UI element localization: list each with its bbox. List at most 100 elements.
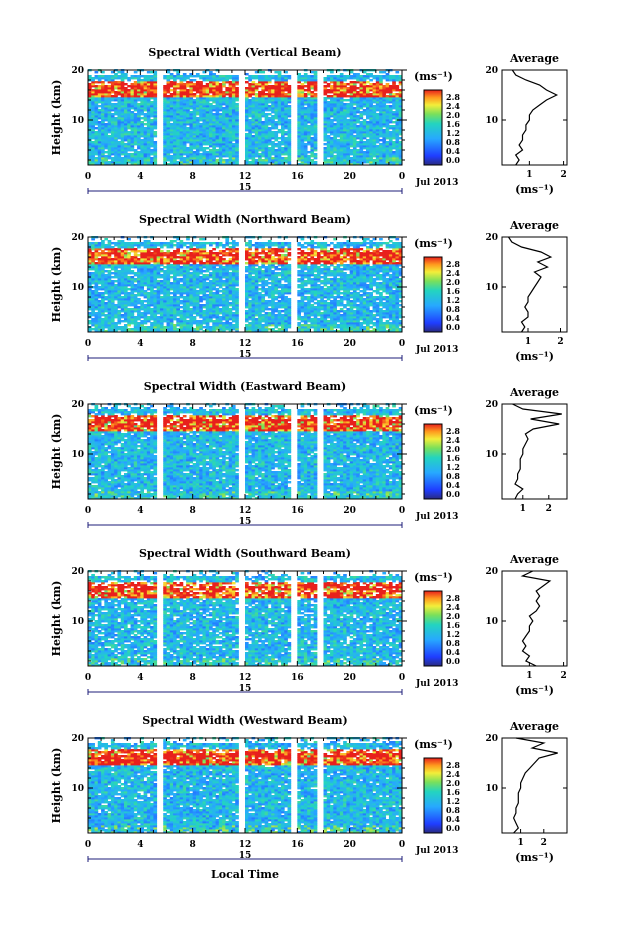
heatmap-cell <box>225 99 230 102</box>
heatmap-cell <box>287 155 292 158</box>
heatmap-cell <box>287 123 292 126</box>
heatmap-cell <box>127 238 131 241</box>
heatmap-cell <box>94 135 99 138</box>
heatmap-cell <box>205 97 210 100</box>
average-x-axis-label: (ms⁻¹) <box>515 183 554 196</box>
heatmap-cell <box>114 288 118 291</box>
heatmap-cell <box>228 89 233 92</box>
heatmap-cell <box>205 163 210 166</box>
heatmap-cell <box>173 151 177 154</box>
heatmap-cell <box>153 250 158 253</box>
heatmap-cell <box>127 133 131 136</box>
heatmap-cell <box>140 260 144 263</box>
heatmap-cell <box>91 244 95 247</box>
x-tick-label: 4 <box>137 172 143 182</box>
heatmap-cell <box>182 143 187 146</box>
heatmap-cell <box>140 151 144 154</box>
heatmap-cell <box>137 81 141 84</box>
colorbar-tick-label: 0.0 <box>446 155 460 165</box>
heatmap-cell <box>97 266 102 269</box>
heatmap-cell <box>339 155 344 158</box>
heatmap-cell <box>199 133 203 136</box>
heatmap-cell <box>228 127 233 130</box>
heatmap-cell <box>123 127 128 130</box>
heatmap-cell <box>120 133 125 136</box>
heatmap-cell <box>258 147 262 150</box>
heatmap-cell <box>382 91 387 94</box>
heatmap-cell <box>300 99 305 102</box>
heatmap-cell <box>303 143 308 146</box>
heatmap-cell <box>101 133 105 136</box>
heatmap-cell <box>362 137 367 140</box>
heatmap-cell <box>199 101 203 104</box>
heatmap-cell <box>127 147 131 150</box>
heatmap-cell <box>264 77 269 80</box>
heatmap-cell <box>356 87 360 90</box>
heatmap-cell <box>245 159 249 162</box>
heatmap-cell <box>104 248 109 251</box>
heatmap-cell <box>303 99 308 102</box>
heatmap-cell <box>218 87 223 90</box>
heatmap-cell <box>225 107 230 110</box>
heatmap-cell <box>300 89 305 92</box>
heatmap-cell <box>117 318 122 321</box>
heatmap-cell <box>205 125 210 128</box>
heatmap-cell <box>101 242 105 245</box>
heatmap-cell <box>245 141 249 144</box>
heatmap-cell <box>123 75 128 78</box>
heatmap-cell <box>156 276 161 279</box>
heatmap-cell <box>300 115 305 118</box>
heatmap-cell <box>123 143 128 146</box>
heatmap-cell <box>101 157 105 160</box>
heatmap-cell <box>254 125 259 128</box>
heatmap-cell <box>339 133 344 136</box>
heatmap-cell <box>153 290 158 293</box>
heatmap-cell <box>264 119 269 122</box>
heatmap-cell <box>395 157 400 160</box>
heatmap-cell <box>199 143 203 146</box>
heatmap-cell <box>274 97 279 100</box>
heatmap-cell <box>199 119 203 122</box>
heatmap-cell <box>146 147 151 150</box>
heatmap-cell <box>163 284 167 287</box>
heatmap-cell <box>228 119 233 122</box>
heatmap-cell <box>114 119 118 122</box>
heatmap-cell <box>140 294 144 297</box>
heatmap-cell <box>349 137 354 140</box>
heatmap-cell <box>274 93 279 96</box>
heatmap-cell <box>123 242 128 245</box>
heatmap-cell <box>140 322 144 325</box>
heatmap-cell <box>280 153 285 156</box>
heatmap-cell <box>303 155 308 158</box>
heatmap-cell <box>94 258 99 261</box>
heatmap-cell <box>218 161 223 164</box>
heatmap-cell <box>123 266 128 269</box>
heatmap-cell <box>369 143 373 146</box>
heatmap-cell <box>176 139 180 142</box>
heatmap-cell <box>127 123 131 126</box>
heatmap-cell <box>339 75 344 78</box>
heatmap-cell <box>297 79 301 82</box>
heatmap-cell <box>274 151 279 154</box>
heatmap-cell <box>163 93 167 96</box>
heatmap-cell <box>310 117 315 120</box>
heatmap-cell <box>88 117 92 120</box>
heatmap-cell <box>130 141 135 144</box>
heatmap-cell <box>264 81 269 84</box>
heatmap-cell <box>372 85 377 88</box>
heatmap-cell <box>225 127 230 130</box>
heatmap-cell <box>137 270 141 273</box>
heatmap-cell <box>94 87 99 90</box>
heatmap-cell <box>359 131 364 134</box>
heatmap-cell <box>88 262 92 265</box>
heatmap-cell <box>140 330 144 333</box>
heatmap-cell <box>163 131 167 134</box>
heatmap-cell <box>146 91 151 94</box>
heatmap-cell <box>143 314 148 317</box>
heatmap-cell <box>303 149 308 152</box>
heatmap-cell <box>192 89 197 92</box>
heatmap-cell <box>366 161 370 164</box>
heatmap-cell <box>173 296 177 299</box>
heatmap-cell <box>153 292 158 295</box>
heatmap-cell <box>336 95 341 98</box>
